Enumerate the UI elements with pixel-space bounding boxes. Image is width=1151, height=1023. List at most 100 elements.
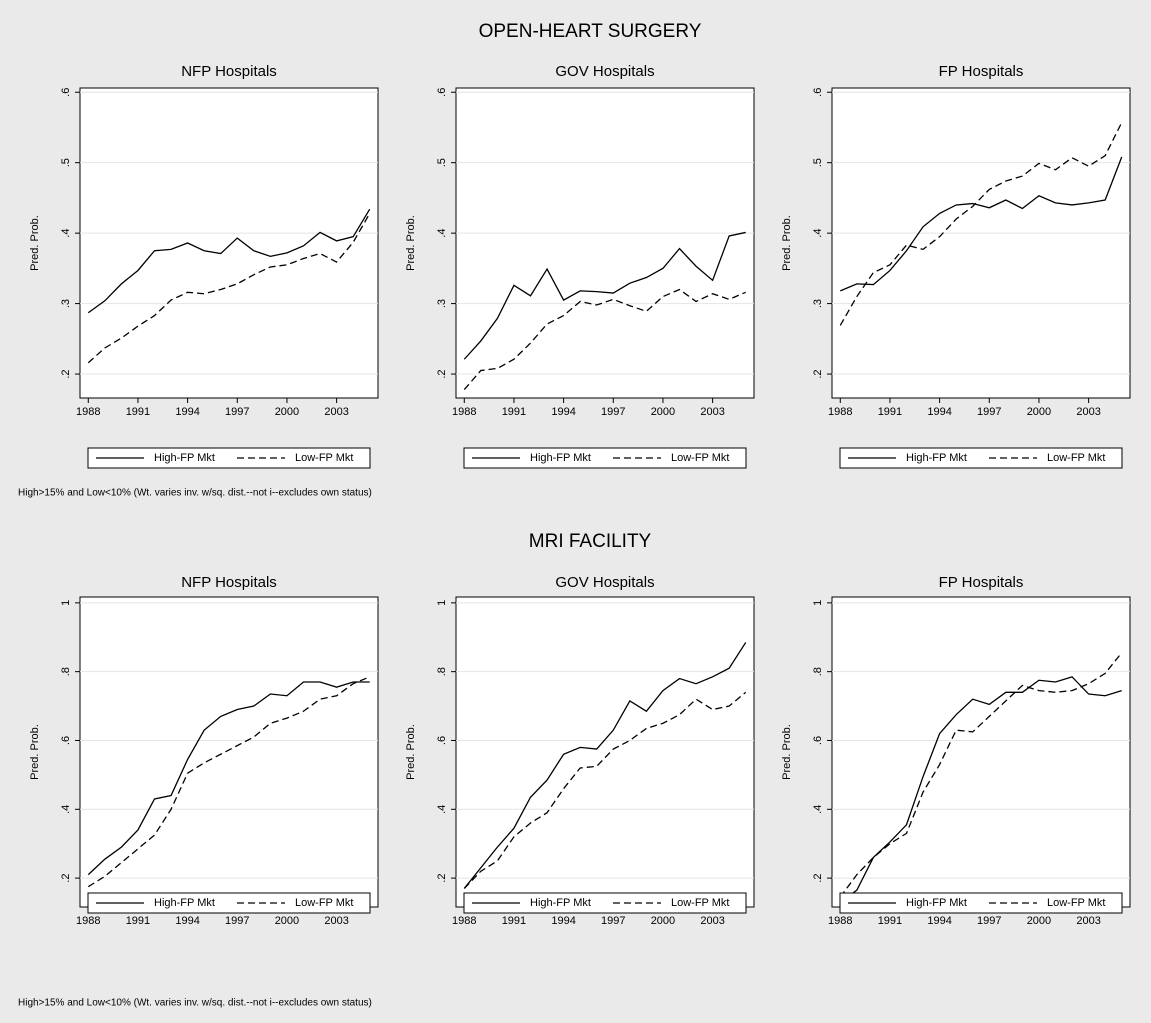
x-tick-label: 1994 — [175, 406, 199, 418]
series-line — [839, 122, 1123, 326]
legend-label: High-FP Mkt — [906, 452, 967, 464]
series-line — [87, 208, 371, 314]
y-tick-label: 1 — [60, 600, 72, 606]
y-tick-label: .3 — [812, 299, 824, 308]
x-tick-label: 1988 — [76, 915, 100, 927]
panel-title: NFP Hospitals — [181, 574, 277, 591]
note: High>15% and Low<10% (Wt. varies inv. w/… — [18, 998, 372, 1009]
x-tick-label: 1994 — [175, 915, 199, 927]
plot-area — [831, 596, 1131, 908]
y-tick-label: .5 — [436, 158, 448, 167]
y-tick-label: .3 — [436, 299, 448, 308]
y-axis-label: Pred. Prob. — [405, 215, 417, 271]
legend — [87, 447, 371, 469]
legend-label: Low-FP Mkt — [295, 897, 353, 909]
x-tick-label: 2000 — [1027, 915, 1051, 927]
x-tick-label: 1988 — [828, 406, 852, 418]
y-tick-label: .4 — [812, 229, 824, 238]
legend-label: High-FP Mkt — [154, 897, 215, 909]
legend — [463, 447, 747, 469]
y-tick-label: .2 — [812, 369, 824, 378]
x-tick-label: 1988 — [452, 406, 476, 418]
panel-title: GOV Hospitals — [555, 63, 654, 80]
panel-title: NFP Hospitals — [181, 63, 277, 80]
x-tick-label: 1994 — [927, 406, 951, 418]
y-tick-label: .8 — [436, 667, 448, 676]
y-tick-label: .6 — [60, 736, 72, 745]
y-tick-label: .4 — [436, 229, 448, 238]
legend — [463, 892, 747, 914]
y-axis-label: Pred. Prob. — [781, 215, 793, 271]
plot-area — [79, 87, 379, 399]
x-tick-label: 1991 — [126, 915, 150, 927]
x-tick-label: 2000 — [651, 915, 675, 927]
series-line — [839, 676, 1122, 903]
series-line — [463, 288, 746, 390]
y-tick-label: .2 — [812, 874, 824, 883]
x-tick-label: 1994 — [927, 915, 951, 927]
x-tick-label: 1997 — [601, 915, 625, 927]
y-tick-label: .8 — [812, 667, 824, 676]
legend-label: High-FP Mkt — [530, 452, 591, 464]
x-tick-label: 1991 — [502, 915, 526, 927]
series-line — [87, 676, 370, 888]
x-tick-label: 2000 — [1027, 406, 1051, 418]
legend-label: Low-FP Mkt — [671, 897, 729, 909]
y-tick-label: .4 — [60, 229, 72, 238]
section-title: MRI FACILITY — [529, 531, 652, 552]
x-tick-label: 1994 — [551, 406, 575, 418]
legend — [839, 892, 1123, 914]
x-tick-label: 1997 — [977, 915, 1001, 927]
y-tick-label: .3 — [60, 299, 72, 308]
series-line — [839, 652, 1123, 898]
legend-label: Low-FP Mkt — [671, 452, 729, 464]
x-tick-label: 1988 — [76, 406, 100, 418]
x-tick-label: 2003 — [700, 915, 724, 927]
plot-area — [79, 596, 379, 908]
y-tick-label: .4 — [812, 805, 824, 814]
legend-label: High-FP Mkt — [530, 897, 591, 909]
y-tick-label: .6 — [436, 736, 448, 745]
x-tick-label: 1997 — [225, 406, 249, 418]
y-tick-label: .6 — [60, 88, 72, 97]
x-tick-label: 1997 — [601, 406, 625, 418]
x-tick-label: 1991 — [126, 406, 150, 418]
section-title: OPEN-HEART SURGERY — [479, 21, 702, 42]
y-tick-label: .6 — [436, 88, 448, 97]
legend-label: Low-FP Mkt — [1047, 452, 1105, 464]
x-tick-label: 1988 — [452, 915, 476, 927]
y-tick-label: .6 — [812, 736, 824, 745]
y-tick-label: .5 — [812, 158, 824, 167]
y-axis-label: Pred. Prob. — [405, 724, 417, 780]
panel-title: FP Hospitals — [939, 574, 1024, 591]
series-line — [463, 691, 747, 889]
x-tick-label: 2000 — [651, 406, 675, 418]
x-tick-label: 2003 — [324, 915, 348, 927]
x-tick-label: 1991 — [878, 406, 902, 418]
y-tick-label: .4 — [436, 805, 448, 814]
y-tick-label: .2 — [60, 369, 72, 378]
y-tick-label: .2 — [436, 874, 448, 883]
x-tick-label: 2003 — [1076, 406, 1100, 418]
x-tick-label: 2003 — [700, 406, 724, 418]
x-tick-label: 2000 — [275, 915, 299, 927]
x-tick-label: 1991 — [878, 915, 902, 927]
y-tick-label: .6 — [812, 88, 824, 97]
series-line — [87, 681, 370, 876]
series-line — [87, 213, 371, 364]
legend-label: High-FP Mkt — [154, 452, 215, 464]
plot-area — [831, 87, 1131, 399]
x-tick-label: 2000 — [275, 406, 299, 418]
plot-area — [455, 87, 755, 399]
legend-label: Low-FP Mkt — [1047, 897, 1105, 909]
series-line — [463, 642, 747, 889]
panel-title: FP Hospitals — [939, 63, 1024, 80]
series-line — [463, 231, 746, 360]
plot-area — [455, 596, 755, 908]
x-tick-label: 1997 — [225, 915, 249, 927]
y-tick-label: .2 — [436, 369, 448, 378]
y-axis-label: Pred. Prob. — [29, 215, 41, 271]
x-tick-label: 2003 — [1076, 915, 1100, 927]
legend — [87, 892, 371, 914]
